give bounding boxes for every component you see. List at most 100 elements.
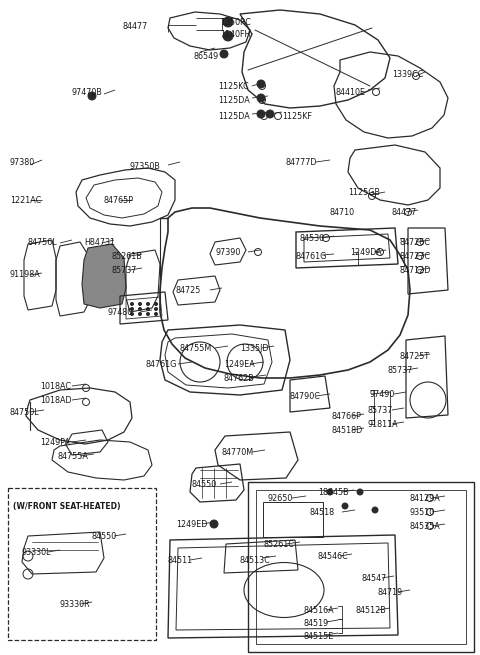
Circle shape (155, 312, 157, 316)
Text: 84756L: 84756L (28, 238, 58, 247)
Text: 1249DA: 1249DA (350, 248, 382, 257)
Circle shape (155, 303, 157, 305)
Circle shape (220, 50, 228, 58)
Text: 1125DA: 1125DA (218, 112, 250, 121)
Text: 84761G: 84761G (146, 360, 178, 369)
Text: 84129A: 84129A (410, 494, 441, 503)
Text: 1249EA: 1249EA (224, 360, 255, 369)
Circle shape (257, 94, 265, 102)
Text: 84550: 84550 (92, 532, 117, 541)
Text: 84755A: 84755A (58, 452, 89, 461)
Text: 1018AC: 1018AC (40, 382, 71, 391)
Text: 84550: 84550 (192, 480, 217, 489)
Bar (256, 490, 466, 644)
Text: 93330R: 93330R (60, 600, 91, 609)
Circle shape (146, 312, 149, 316)
Text: 84727C: 84727C (400, 252, 431, 261)
Text: 84766P: 84766P (332, 412, 362, 421)
Text: 1339CC: 1339CC (392, 70, 423, 79)
Text: 84712D: 84712D (400, 266, 432, 275)
Text: 91811A: 91811A (368, 420, 398, 429)
Circle shape (372, 507, 378, 513)
Text: 1125DA: 1125DA (218, 96, 250, 105)
Text: 84410E: 84410E (336, 88, 366, 97)
Text: 85737: 85737 (112, 266, 137, 275)
Text: 93330L: 93330L (22, 548, 51, 557)
Text: 84546C: 84546C (318, 552, 349, 561)
Circle shape (139, 312, 142, 316)
Text: 1018AD: 1018AD (40, 396, 72, 405)
Text: 97470B: 97470B (72, 88, 103, 97)
Circle shape (88, 92, 96, 100)
Text: 84530: 84530 (300, 234, 325, 243)
Circle shape (131, 307, 133, 310)
Text: 97480: 97480 (108, 308, 133, 317)
Text: 84790C: 84790C (290, 392, 321, 401)
Circle shape (139, 307, 142, 310)
Text: 1249PA: 1249PA (40, 438, 70, 447)
Text: 97390: 97390 (215, 248, 240, 257)
Text: 1350RC: 1350RC (220, 18, 251, 27)
Bar (248, 482, 474, 652)
Circle shape (342, 503, 348, 509)
Text: 1249ED: 1249ED (176, 520, 207, 529)
Text: 1125GB: 1125GB (348, 188, 380, 197)
Text: 84516A: 84516A (304, 606, 335, 615)
Text: 84519: 84519 (304, 619, 329, 628)
Circle shape (257, 80, 265, 88)
Text: 1125KC: 1125KC (218, 82, 249, 91)
Circle shape (266, 110, 274, 118)
Text: 84761G: 84761G (296, 252, 327, 261)
Text: 91198A: 91198A (10, 270, 41, 279)
Text: 84762B: 84762B (224, 374, 255, 383)
Text: 84765P: 84765P (103, 196, 133, 205)
Text: 1140FH: 1140FH (220, 30, 251, 39)
Text: 85261C: 85261C (264, 540, 295, 549)
Circle shape (155, 307, 157, 310)
Text: H84731: H84731 (84, 238, 115, 247)
Text: 1125KF: 1125KF (282, 112, 312, 121)
Text: 84719: 84719 (378, 588, 403, 597)
Text: 97490: 97490 (370, 390, 396, 399)
Text: 84515E: 84515E (304, 632, 334, 641)
Text: 84477: 84477 (123, 22, 148, 31)
Circle shape (146, 307, 149, 310)
Text: 84518: 84518 (310, 508, 335, 517)
Bar (8, 488, 156, 640)
Text: (W/FRONT SEAT-HEATED): (W/FRONT SEAT-HEATED) (13, 502, 120, 511)
Text: 97380: 97380 (10, 158, 35, 167)
Text: 84512B: 84512B (356, 606, 387, 615)
Text: 84710: 84710 (330, 208, 355, 217)
Text: 84726C: 84726C (400, 238, 431, 247)
Text: 93510: 93510 (410, 508, 435, 517)
Circle shape (357, 489, 363, 495)
Bar (263, 502, 323, 537)
Text: 92650: 92650 (268, 494, 293, 503)
Text: 84725T: 84725T (400, 352, 430, 361)
Text: 84518D: 84518D (332, 426, 363, 435)
Text: 84770M: 84770M (222, 448, 254, 457)
Text: 86549: 86549 (193, 52, 218, 61)
Text: 84755M: 84755M (180, 344, 212, 353)
Text: 97350B: 97350B (130, 162, 161, 171)
Circle shape (146, 303, 149, 305)
Text: 84535A: 84535A (410, 522, 441, 531)
Text: 84725: 84725 (176, 286, 202, 295)
Circle shape (210, 520, 218, 528)
Text: 84547: 84547 (362, 574, 387, 583)
Text: 84777D: 84777D (285, 158, 316, 167)
Text: 85737: 85737 (368, 406, 394, 415)
Circle shape (223, 31, 233, 41)
Circle shape (223, 17, 233, 27)
Circle shape (327, 489, 333, 495)
Circle shape (257, 110, 265, 118)
Text: 1335JD: 1335JD (240, 344, 268, 353)
Polygon shape (82, 244, 126, 308)
Text: 85737: 85737 (388, 366, 413, 375)
Text: 84750L: 84750L (10, 408, 40, 417)
Text: 84477: 84477 (392, 208, 417, 217)
Text: 18645B: 18645B (318, 488, 348, 497)
Circle shape (139, 303, 142, 305)
Text: 84511: 84511 (168, 556, 193, 565)
Text: 84513C: 84513C (240, 556, 271, 565)
